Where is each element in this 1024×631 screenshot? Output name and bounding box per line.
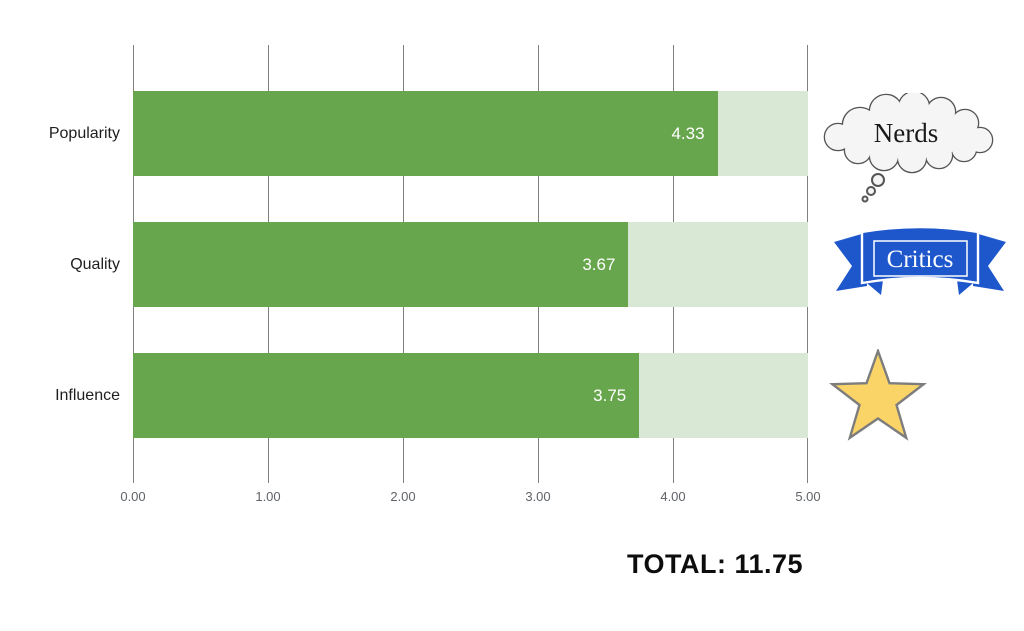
x-tick-label: 1.00 [255, 489, 281, 504]
bar-row-popularity: 4.33 [133, 91, 808, 176]
thought-cloud-label: Nerds [874, 118, 938, 148]
x-tick-label: 4.00 [660, 489, 686, 504]
ribbon-banner-icon: Critics [825, 220, 1015, 310]
x-tick-label: 2.00 [390, 489, 416, 504]
category-label-popularity: Popularity [48, 125, 120, 142]
x-tick-label: 3.00 [525, 489, 551, 504]
category-label-quality: Quality [70, 256, 120, 273]
bar-chart: 4.33 3.67 3.75 [133, 45, 808, 483]
bar-value-label: 3.67 [582, 255, 616, 274]
category-label-influence: Influence [55, 387, 120, 404]
bar-fill-popularity: 4.33 [133, 91, 718, 176]
bar-fill-influence: 3.75 [133, 353, 640, 438]
total-label: TOTAL: 11.75 [626, 549, 804, 579]
bar-value-label: 4.33 [671, 124, 705, 143]
ribbon-banner-label: Critics [887, 246, 954, 273]
x-tick-label: 5.00 [795, 489, 821, 504]
bar-row-influence: 3.75 [133, 353, 808, 438]
star-icon [823, 347, 933, 454]
bar-row-quality: 3.67 [133, 222, 808, 307]
x-tick-label: 0.00 [120, 489, 146, 504]
bar-value-label: 3.75 [593, 386, 627, 405]
bar-fill-quality: 3.67 [133, 222, 629, 307]
x-axis: 0.00 1.00 2.00 3.00 4.00 5.00 [120, 489, 820, 509]
thought-cloud-icon: Nerds [822, 90, 1000, 216]
